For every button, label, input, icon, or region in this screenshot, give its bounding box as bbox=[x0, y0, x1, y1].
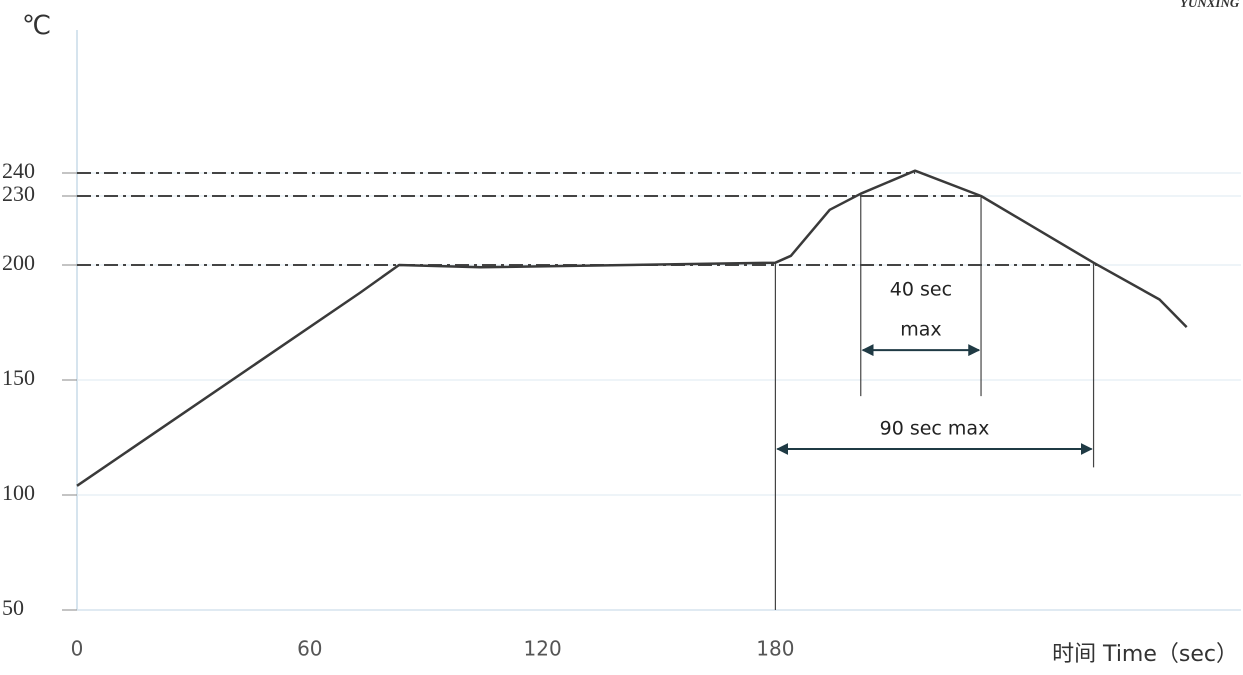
x-tick-label: 180 bbox=[756, 637, 794, 661]
temperature-curve bbox=[76, 169, 1188, 487]
annotation: 90 sec max bbox=[880, 418, 990, 440]
y-tick-label: 150 bbox=[2, 365, 35, 390]
annotation: 40 sec bbox=[890, 279, 952, 301]
x-tick-label: 60 bbox=[297, 637, 322, 661]
y-tick-label: 240 bbox=[2, 158, 35, 183]
x-tick-label: 0 bbox=[71, 637, 84, 661]
y-tick-label: 200 bbox=[2, 250, 35, 275]
annotation: max bbox=[900, 319, 941, 341]
y-tick-label: 50 bbox=[2, 595, 24, 620]
x-tick-label: 120 bbox=[524, 637, 562, 661]
logo: YUNXING bbox=[1180, 0, 1240, 10]
y-axis-label: ℃ bbox=[22, 11, 51, 40]
y-tick-label: 100 bbox=[2, 480, 35, 505]
y-tick-label: 230 bbox=[2, 181, 35, 206]
x-axis-label: 时间 Time（sec） bbox=[1052, 642, 1238, 667]
